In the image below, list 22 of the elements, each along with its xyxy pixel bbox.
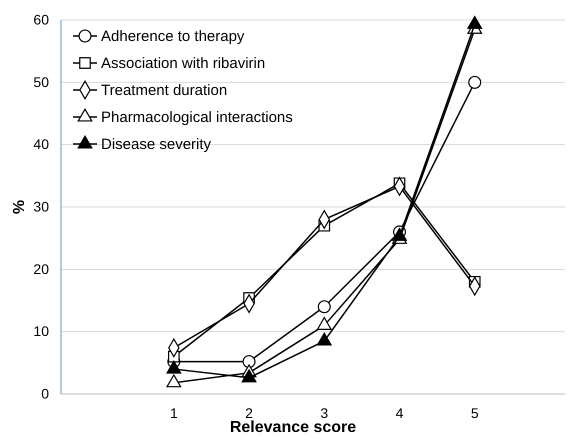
legend-label: Treatment duration: [101, 82, 228, 99]
point: [242, 355, 256, 368]
y-tick-label: 10: [33, 323, 50, 340]
x-axis-title: Relevance score: [230, 419, 356, 436]
x-tick-label: 5: [470, 404, 479, 421]
y-tick-label: 30: [33, 198, 50, 214]
legend-label: Pharmacological interactions: [101, 109, 293, 126]
legend-label: Disease severity: [101, 136, 212, 153]
y-tick-label: 60: [33, 11, 50, 28]
legend-label: Adherence to therapy: [101, 28, 245, 45]
y-tick-label: 20: [33, 260, 50, 277]
x-tick-label: 4: [396, 404, 404, 421]
x-tick-label: 2: [245, 404, 254, 421]
y-tick-label: 0: [41, 385, 50, 402]
x-tick-label: 3: [320, 404, 328, 421]
y-tick-label: 50: [33, 74, 50, 90]
legend-label: Association with ribavirin: [101, 55, 266, 72]
x-tick-label: 1: [170, 404, 178, 421]
point: [318, 300, 331, 314]
y-axis-title: %: [11, 200, 28, 214]
y-tick-label: 40: [33, 136, 50, 152]
point: [468, 76, 482, 89]
